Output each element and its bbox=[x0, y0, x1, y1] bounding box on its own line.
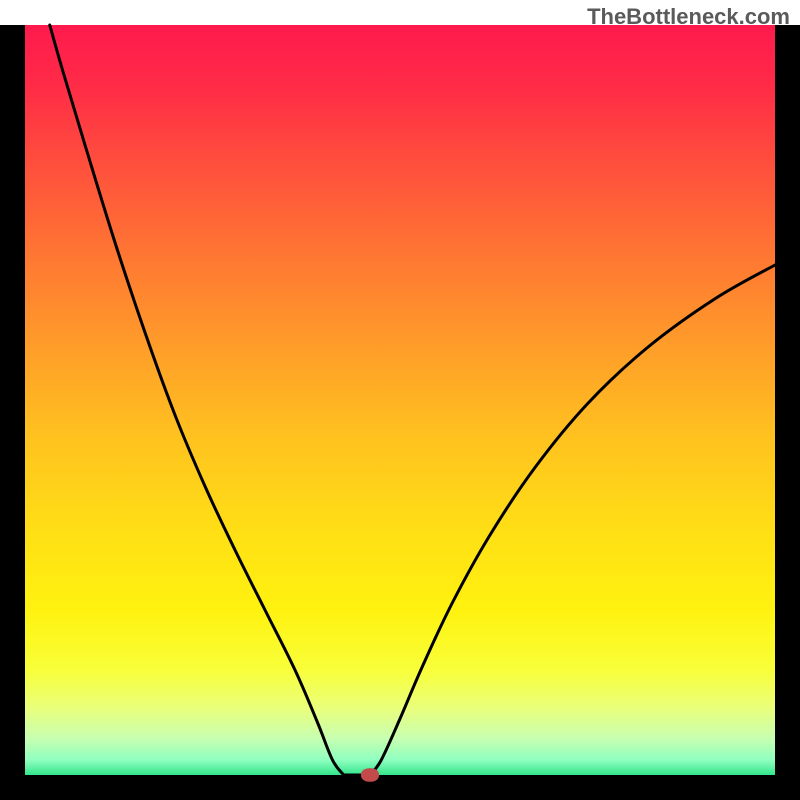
bottleneck-chart-svg bbox=[0, 0, 800, 800]
optimum-marker bbox=[361, 768, 379, 782]
watermark-text: TheBottleneck.com bbox=[587, 4, 790, 30]
chart-container: TheBottleneck.com bbox=[0, 0, 800, 800]
plot-background bbox=[25, 25, 775, 775]
